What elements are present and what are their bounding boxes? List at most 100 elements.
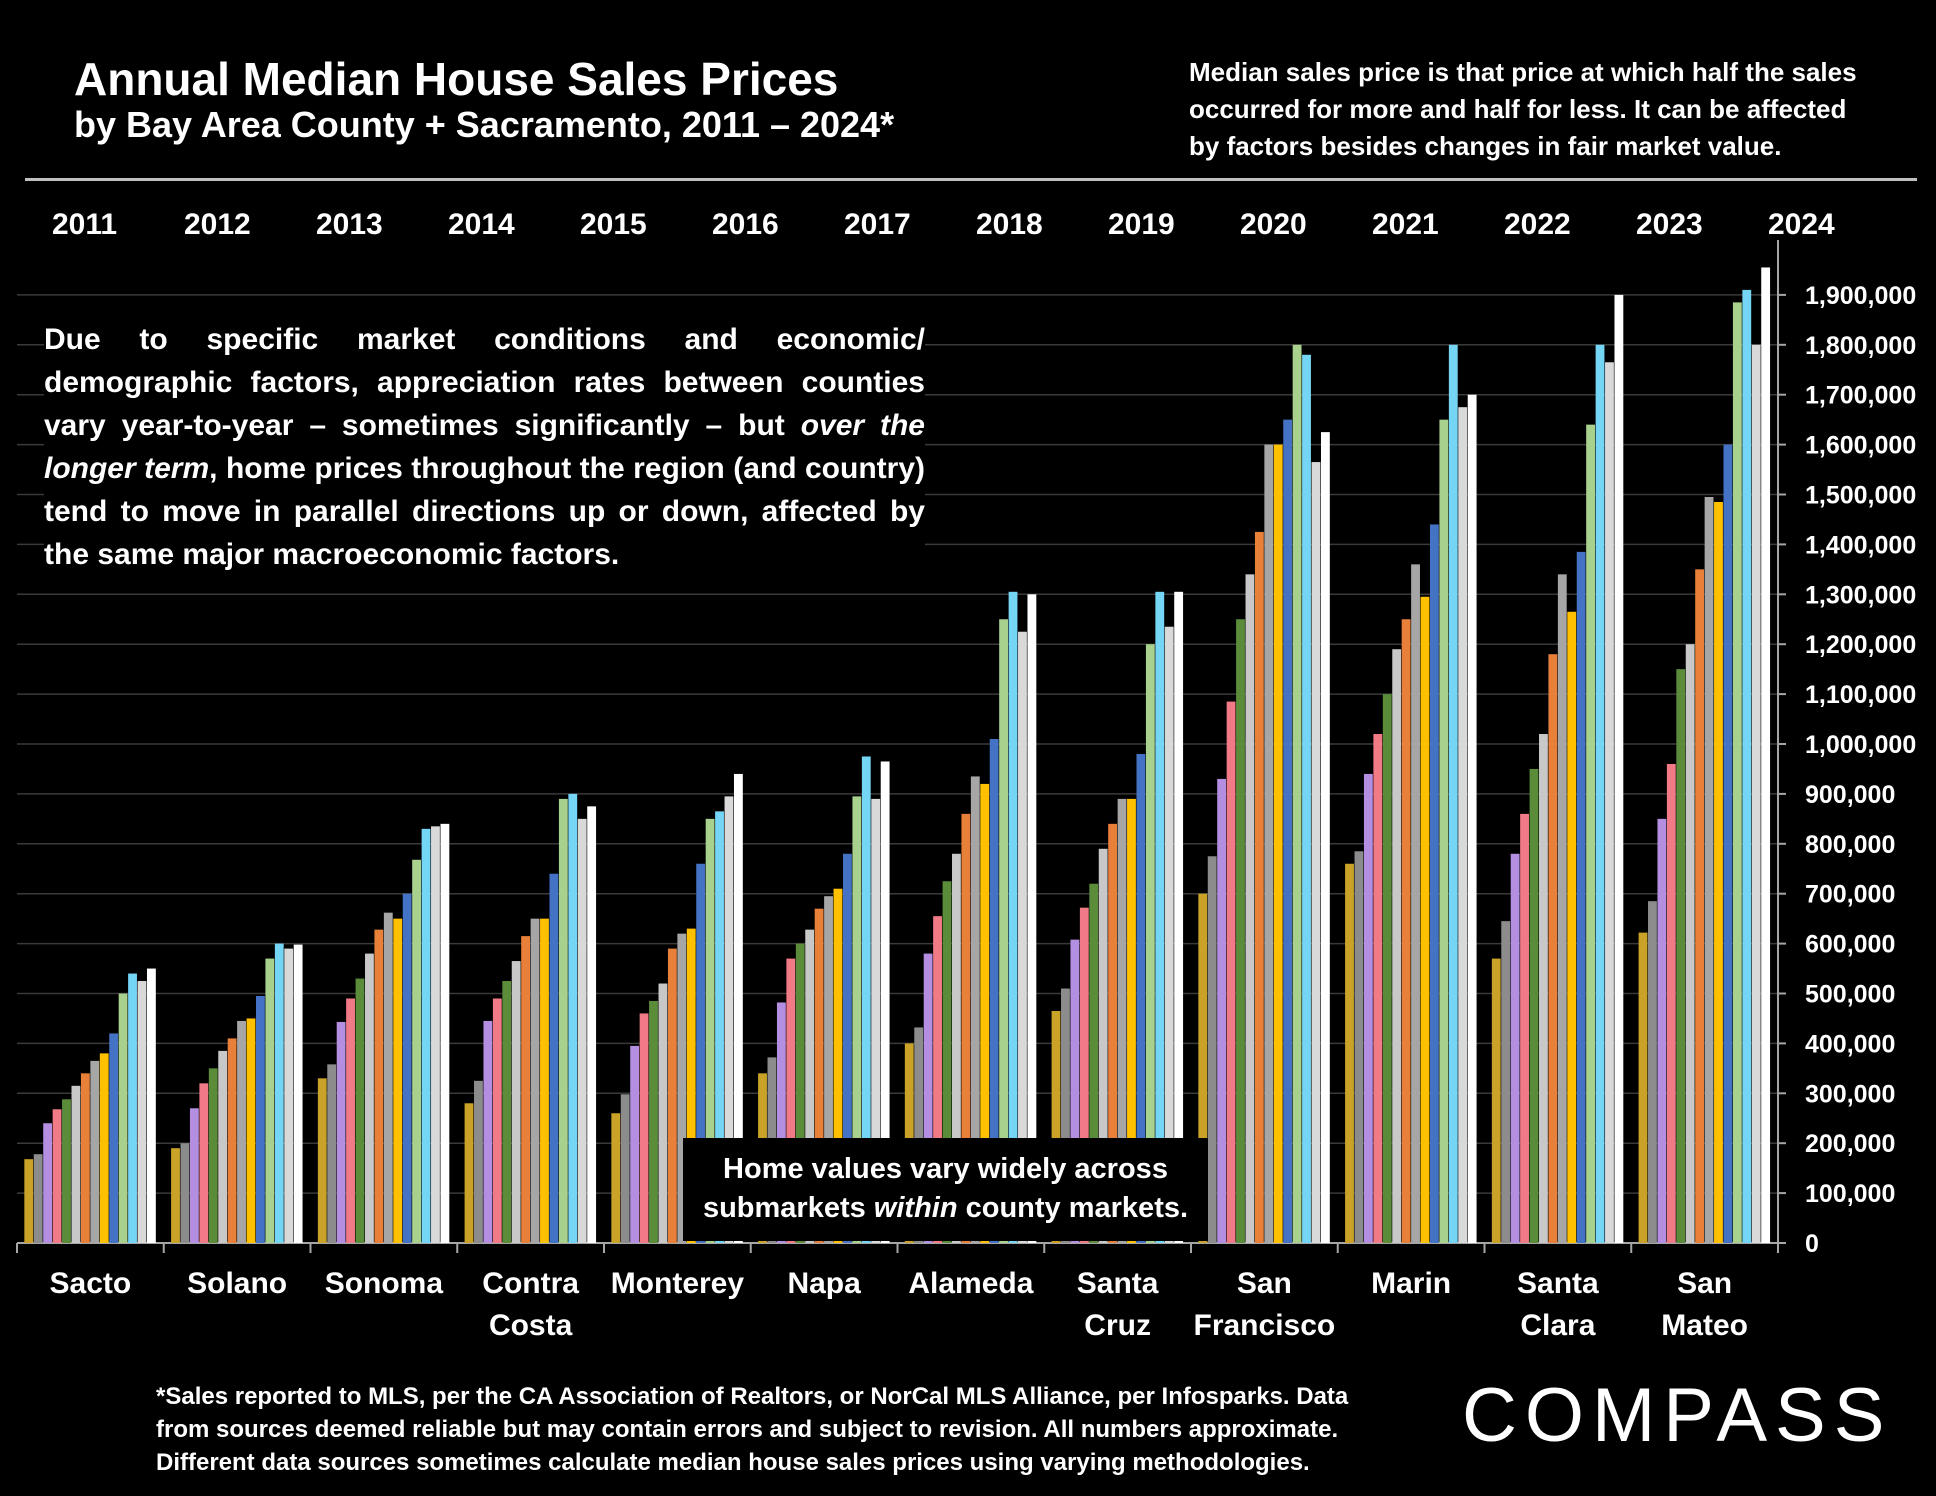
legend-item: 2023: [1636, 208, 1703, 242]
bar: [1529, 768, 1539, 1243]
bar: [1539, 734, 1548, 1243]
bar: [1207, 856, 1217, 1243]
y-tick-label: 1,800,000: [1805, 332, 1916, 360]
legend-item: 2017: [844, 208, 911, 242]
bar: [393, 918, 403, 1243]
bar: [189, 1108, 199, 1243]
legend-label: 2020: [1240, 208, 1307, 241]
y-tick-label: 300,000: [1805, 1080, 1895, 1108]
bar: [639, 1013, 649, 1243]
bar: [961, 813, 971, 1243]
bar: [1614, 294, 1624, 1243]
note-line: Median sales price is that price at whic…: [1189, 57, 1857, 87]
bar: [568, 793, 578, 1243]
bar: [999, 619, 1009, 1243]
legend-label: 2015: [580, 208, 647, 241]
bar: [1586, 424, 1596, 1243]
bar: [587, 806, 597, 1243]
bar: [942, 881, 952, 1243]
bar: [842, 853, 852, 1243]
legend-label: 2011: [52, 208, 118, 241]
bar: [355, 978, 365, 1243]
bar: [402, 893, 412, 1243]
bar: [1567, 611, 1577, 1243]
bar: [540, 918, 549, 1243]
bar: [1576, 551, 1586, 1243]
note: Median sales price is that price at whic…: [1189, 54, 1857, 165]
bar: [530, 918, 540, 1243]
y-tick-label: 1,600,000: [1805, 432, 1916, 460]
bar: [1751, 344, 1761, 1243]
bar: [1136, 753, 1146, 1243]
bar: [374, 929, 384, 1243]
bar: [171, 1148, 180, 1243]
divider: [25, 178, 1917, 181]
bar: [1429, 524, 1439, 1243]
x-tick-label: Napa: [787, 1267, 861, 1300]
x-tick-label: Solano: [187, 1267, 288, 1300]
x-tick-label: Alameda: [908, 1267, 1034, 1300]
bar: [346, 998, 355, 1243]
chart-subtitle: by Bay Area County + Sacramento, 2011 – …: [74, 104, 895, 145]
legend-label: 2012: [184, 208, 251, 241]
bar: [1520, 813, 1529, 1243]
bar: [1557, 574, 1567, 1243]
bar: [1320, 432, 1330, 1243]
bar: [1283, 419, 1293, 1243]
legend-item: 2019: [1108, 208, 1175, 242]
bar: [705, 818, 715, 1243]
y-tick-label: 1,400,000: [1805, 531, 1916, 559]
bar: [1018, 631, 1027, 1243]
legend-item: 2011: [52, 208, 117, 242]
y-tick-label: 400,000: [1805, 1030, 1895, 1058]
x-tick-label: San Francisco: [1193, 1267, 1336, 1342]
y-tick-label: 700,000: [1805, 881, 1895, 909]
bar: [521, 936, 531, 1243]
legend-item: 2013: [316, 208, 383, 242]
bar: [1008, 591, 1018, 1243]
y-tick-label: 1,100,000: [1805, 681, 1916, 709]
legend-item: 2021: [1372, 208, 1439, 242]
bar: [492, 998, 502, 1243]
legend-label: 2017: [844, 208, 911, 241]
bar: [71, 1085, 81, 1243]
bar: [317, 1078, 327, 1243]
legend-label: 2019: [1108, 208, 1175, 241]
x-tick-label: Santa Clara: [1517, 1267, 1599, 1342]
bar: [421, 828, 431, 1243]
note-line: occurred for more and half for less. It …: [1189, 94, 1847, 124]
logo: COMPASS: [1462, 1373, 1893, 1458]
bar: [1345, 863, 1354, 1243]
x-tick-label: Contra Costa: [482, 1267, 579, 1342]
bar: [246, 1018, 256, 1243]
bar: [630, 1045, 640, 1243]
bar: [227, 1038, 237, 1243]
bar: [412, 859, 422, 1243]
bar: [1401, 619, 1411, 1243]
bar: [1127, 798, 1136, 1243]
y-tick-label: 1,500,000: [1805, 482, 1916, 510]
bar: [33, 1154, 43, 1243]
bar: [733, 773, 743, 1243]
legend-item: 2022: [1504, 208, 1571, 242]
bar: [293, 944, 303, 1243]
bar: [383, 912, 393, 1243]
y-tick-label: 1,300,000: [1805, 581, 1916, 609]
x-tick-label: Sonoma: [324, 1267, 444, 1300]
y-tick-label: 500,000: [1805, 981, 1895, 1009]
y-tick-label: 0: [1805, 1230, 1819, 1258]
bar: [1117, 798, 1127, 1243]
bar: [1254, 531, 1264, 1243]
bar: [1089, 883, 1099, 1243]
bar: [1723, 444, 1733, 1244]
legend-item: 2016: [712, 208, 779, 242]
x-tick-label: Sacto: [49, 1267, 132, 1300]
bar: [80, 1073, 90, 1243]
bar: [1027, 594, 1037, 1243]
bar: [1392, 649, 1402, 1243]
bar: [558, 798, 568, 1243]
legend-item: 2014: [448, 208, 515, 242]
bar: [861, 756, 871, 1243]
bar: [43, 1123, 53, 1243]
